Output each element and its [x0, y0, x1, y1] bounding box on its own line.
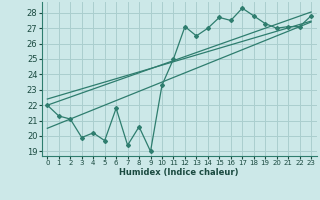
X-axis label: Humidex (Indice chaleur): Humidex (Indice chaleur): [119, 168, 239, 177]
